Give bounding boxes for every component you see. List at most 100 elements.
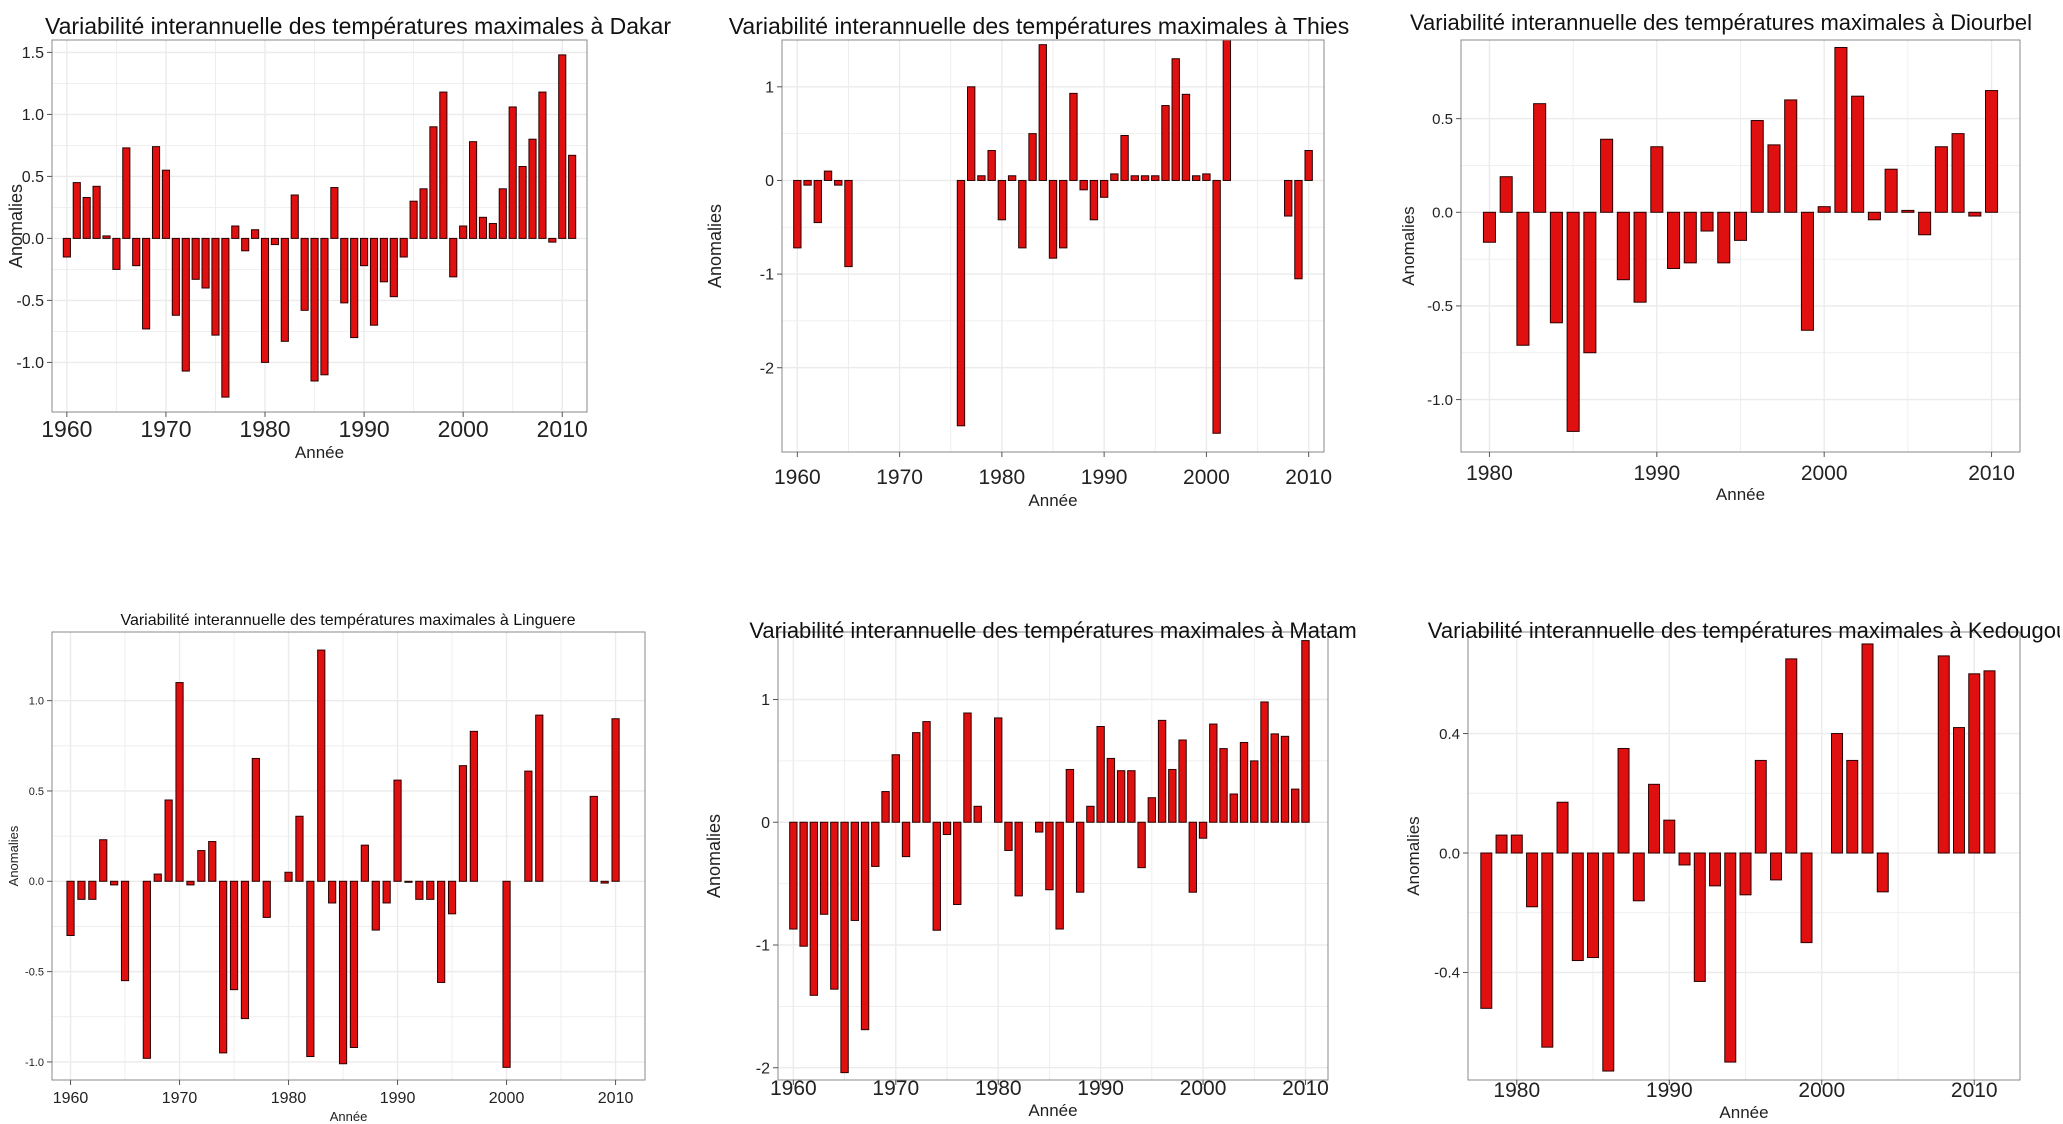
x-tick-label: 1990 — [1081, 466, 1128, 489]
bar — [1733, 211, 1748, 241]
chart-title: Variabilité interannuelle des températur… — [45, 13, 671, 39]
x-tick-label: 1960 — [41, 416, 92, 442]
bar — [1937, 655, 1950, 854]
panel-border — [781, 39, 1325, 453]
panel-border — [1460, 39, 2021, 453]
bar — [1617, 747, 1630, 854]
y-tick-label: -1.0 — [16, 355, 44, 372]
plot-area — [52, 40, 587, 412]
bar — [1901, 209, 1915, 213]
bar — [1616, 211, 1630, 281]
bar — [1968, 211, 1982, 217]
bar — [415, 880, 424, 900]
bar — [284, 871, 293, 882]
y-tick-label: 1.0 — [29, 695, 44, 707]
bar — [382, 880, 391, 904]
bar — [1202, 173, 1211, 181]
bar — [300, 237, 309, 311]
bar — [142, 880, 151, 1059]
x-tick-label: 2000 — [1798, 1079, 1845, 1102]
y-tick-label: 0.0 — [1439, 845, 1460, 862]
bar — [1219, 748, 1228, 823]
bar — [1587, 852, 1600, 959]
bar — [809, 821, 819, 996]
bar — [1633, 211, 1647, 303]
y-tick-label: 0.5 — [29, 786, 44, 798]
bar — [447, 880, 457, 915]
bar — [953, 821, 962, 905]
bar — [72, 182, 81, 239]
bar — [1168, 768, 1177, 823]
x-tick-label: 2000 — [438, 416, 489, 442]
bar — [834, 179, 843, 186]
bar — [360, 237, 369, 267]
bar — [99, 839, 108, 882]
x-tick-label: 2000 — [1180, 1077, 1227, 1100]
bar — [891, 754, 900, 823]
bar — [803, 179, 812, 186]
bar — [132, 237, 141, 267]
bar — [317, 649, 326, 882]
bar — [458, 765, 468, 882]
bar — [1663, 819, 1676, 854]
y-tick-label: 1 — [765, 79, 774, 96]
bar — [789, 821, 798, 930]
bar — [840, 821, 849, 1074]
bar — [1137, 821, 1146, 869]
bar — [1600, 138, 1614, 213]
x-axis-label: Année — [330, 1109, 368, 1124]
bar — [350, 237, 359, 339]
bar — [600, 880, 609, 884]
bar — [1110, 173, 1119, 181]
bar — [419, 188, 428, 239]
y-tick-label: -1 — [760, 267, 774, 284]
bar — [1086, 805, 1095, 823]
x-tick-label: 1960 — [53, 1090, 89, 1107]
bar — [66, 880, 75, 936]
bar — [1229, 793, 1238, 823]
bar — [1181, 93, 1191, 181]
bar — [110, 880, 119, 886]
x-tick-label: 1990 — [1077, 1077, 1124, 1100]
bar — [171, 237, 180, 316]
bar — [793, 179, 802, 249]
chart-panel-5: -2 -1 0 1 1960 1970 1980 1990 2000 2010 Année Anoma… — [704, 618, 1357, 1120]
y-axis-label: Anomalies — [705, 204, 725, 288]
bar — [240, 880, 250, 1020]
bar — [360, 844, 369, 882]
chart-panel-4: -1.0 -0.5 0.0 0.5 1.0 1960 1970 1980 1990 2000 201… — [6, 612, 646, 1124]
bar — [973, 805, 982, 823]
bar — [77, 880, 86, 900]
bar — [502, 880, 511, 1068]
bar — [1650, 146, 1664, 213]
bar — [997, 179, 1007, 221]
bar — [1116, 770, 1126, 823]
bar — [1861, 643, 1874, 854]
x-tick-label: 1990 — [1646, 1079, 1693, 1102]
bar — [468, 141, 478, 239]
bar — [538, 91, 547, 239]
bar — [241, 237, 250, 252]
bar — [1785, 658, 1798, 854]
y-tick-label: 0 — [761, 815, 770, 832]
bar — [1096, 726, 1105, 823]
y-tick-label: 0.0 — [22, 231, 44, 248]
bar — [449, 237, 458, 278]
bar — [1876, 852, 1889, 893]
bar — [1198, 821, 1208, 839]
bar — [819, 821, 829, 915]
bar — [589, 795, 598, 882]
bar — [1178, 739, 1187, 823]
bar — [1784, 99, 1798, 213]
bar — [88, 880, 97, 900]
x-tick-label: 2000 — [1183, 466, 1230, 489]
bar — [1038, 44, 1047, 181]
bar — [349, 880, 359, 1048]
x-tick-label: 2010 — [1968, 462, 2015, 485]
chart-panel-2: -2 -1 0 1 1960 1970 1980 1990 2000 2010 Année Anoma… — [705, 13, 1349, 510]
bar — [558, 54, 567, 239]
bar — [426, 880, 435, 900]
y-axis-label: Anomalies — [1399, 206, 1418, 285]
bar — [1709, 852, 1722, 887]
